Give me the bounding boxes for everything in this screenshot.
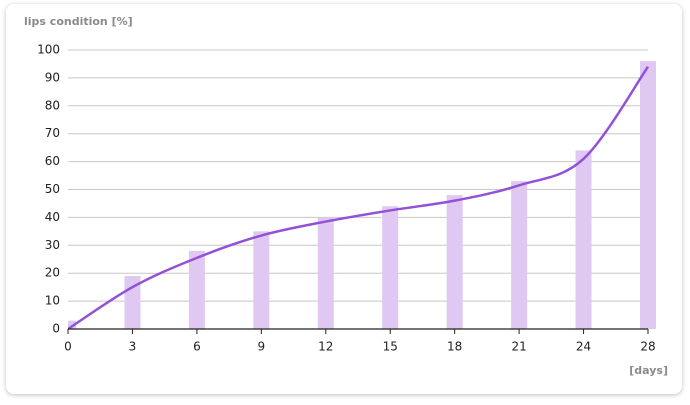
line <box>68 66 650 330</box>
y-tick-label: 30 <box>45 238 60 252</box>
y-tick-label: 0 <box>52 322 60 336</box>
bar <box>317 217 334 329</box>
y-tick-label: 20 <box>45 266 60 280</box>
y-tick-label: 80 <box>45 98 60 112</box>
y-tick-label: 40 <box>45 210 60 224</box>
bar <box>640 61 656 329</box>
y-tick-label: 70 <box>45 126 60 140</box>
plot <box>68 61 656 330</box>
x-tick-label: 3 <box>129 340 137 354</box>
x-tick-label: 18 <box>447 340 462 354</box>
bar <box>575 150 592 329</box>
x-axis-label: [days] <box>629 364 668 377</box>
x-tick-label: 28 <box>640 340 655 354</box>
bar <box>511 181 528 329</box>
x-tick-label: 12 <box>318 340 333 354</box>
y-axis-label: lips condition [%] <box>24 15 133 28</box>
x-tick-label: 0 <box>64 340 72 354</box>
y-tick-label: 90 <box>45 70 60 84</box>
y-tick-label: 100 <box>37 43 60 57</box>
bar <box>446 195 463 329</box>
y-tick-label: 50 <box>45 182 60 196</box>
y-tick-label: 10 <box>45 294 60 308</box>
bar <box>68 320 76 329</box>
bar <box>382 206 399 329</box>
x-tick-label: 21 <box>511 340 526 354</box>
x-tick-label: 15 <box>383 340 398 354</box>
bar <box>253 231 270 329</box>
x-tick-label: 6 <box>193 340 201 354</box>
y-tick-label: 60 <box>45 154 60 168</box>
x-tick-label: 24 <box>576 340 591 354</box>
bar <box>188 250 205 329</box>
x-tick-label: 9 <box>258 340 266 354</box>
